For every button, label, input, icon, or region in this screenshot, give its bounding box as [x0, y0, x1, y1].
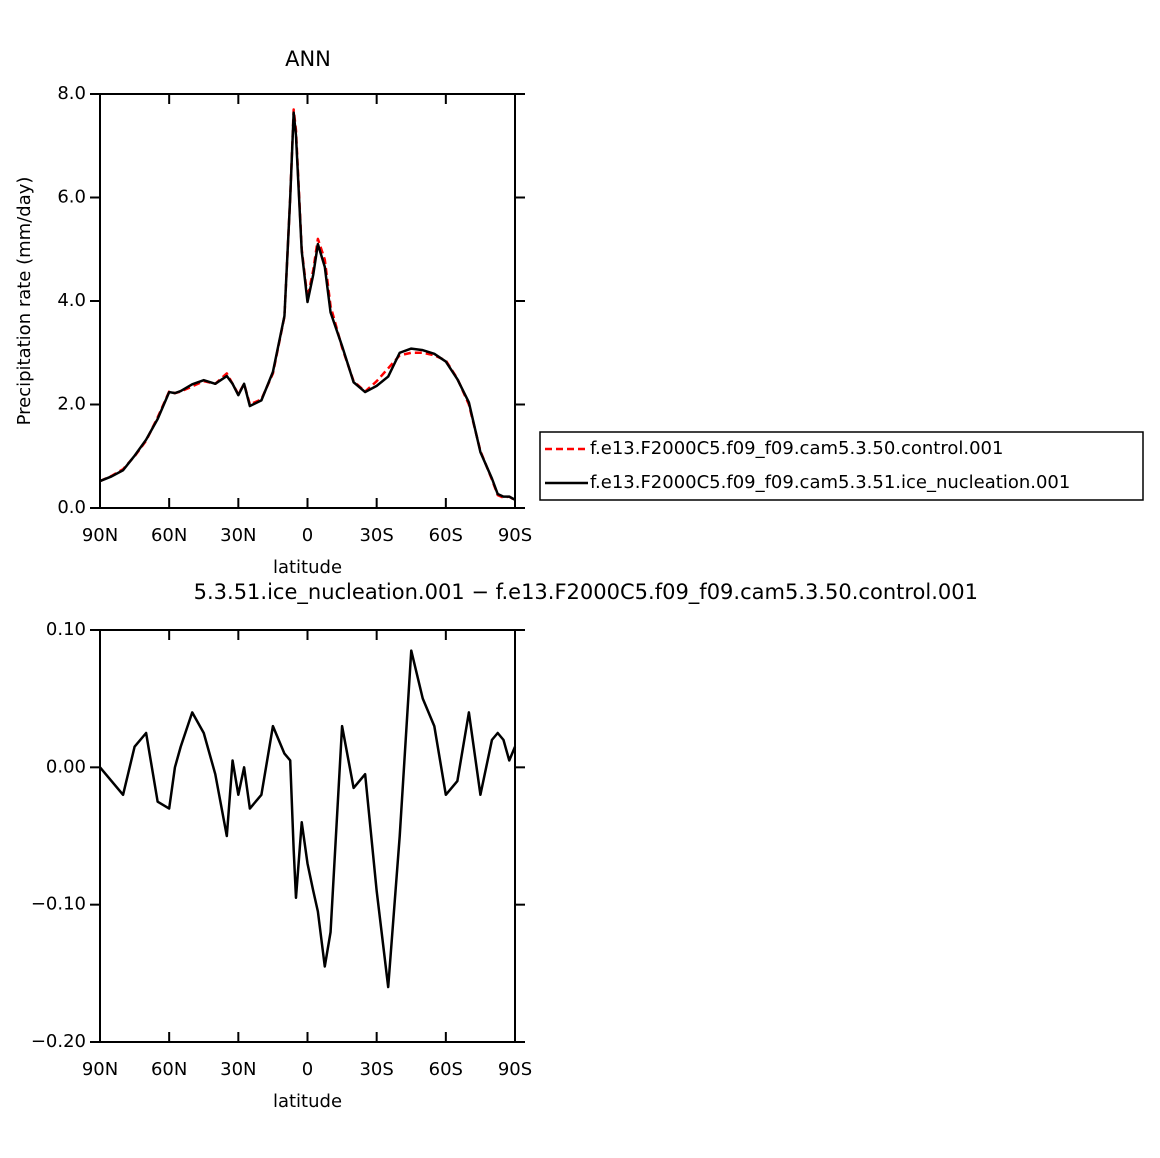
y-tick-label: 6.0	[57, 187, 86, 208]
x-tick-label: 30N	[220, 525, 256, 546]
x-tick-label: 90S	[498, 1059, 532, 1080]
x-tick-label: 90N	[82, 525, 118, 546]
x-axis-label: latitude	[273, 557, 342, 578]
x-tick-label: 0	[302, 525, 313, 546]
plot-frame	[99, 629, 516, 1043]
legend-label: f.e13.F2000C5.f09_f09.cam5.3.50.control.…	[590, 438, 1003, 459]
y-tick-label: −0.10	[31, 894, 86, 915]
x-axis-label: latitude	[273, 1091, 342, 1112]
x-tick-label: 60S	[429, 1059, 463, 1080]
y-tick-label: 8.0	[57, 83, 86, 104]
x-tick-label: 60N	[151, 525, 187, 546]
y-tick-label: 2.0	[57, 394, 86, 415]
x-tick-label: 30N	[220, 1059, 256, 1080]
y-tick-label: 0.00	[46, 756, 86, 777]
y-axis-label: Precipitation rate (mm/day)	[14, 177, 35, 426]
y-tick-label: 0.0	[57, 497, 86, 518]
x-tick-label: 0	[302, 1059, 313, 1080]
chart-title: 5.3.51.ice_nucleation.001 − f.e13.F2000C…	[194, 580, 978, 605]
x-tick-label: 30S	[359, 525, 393, 546]
y-tick-label: 0.10	[46, 619, 86, 640]
x-tick-label: 90S	[498, 525, 532, 546]
legend: f.e13.F2000C5.f09_f09.cam5.3.50.control.…	[539, 431, 1144, 501]
y-tick-label: −0.20	[31, 1031, 86, 1052]
x-tick-label: 60N	[151, 1059, 187, 1080]
chart-title: ANN	[285, 47, 331, 71]
data-line	[99, 649, 517, 989]
legend-label: f.e13.F2000C5.f09_f09.cam5.3.51.ice_nucl…	[590, 472, 1070, 493]
y-tick-label: 4.0	[57, 290, 86, 311]
x-tick-label: 90N	[82, 1059, 118, 1080]
x-tick-label: 60S	[429, 525, 463, 546]
data-line	[99, 111, 516, 501]
legend-box	[539, 431, 1144, 501]
x-tick-label: 30S	[359, 1059, 393, 1080]
data-line	[99, 108, 516, 502]
